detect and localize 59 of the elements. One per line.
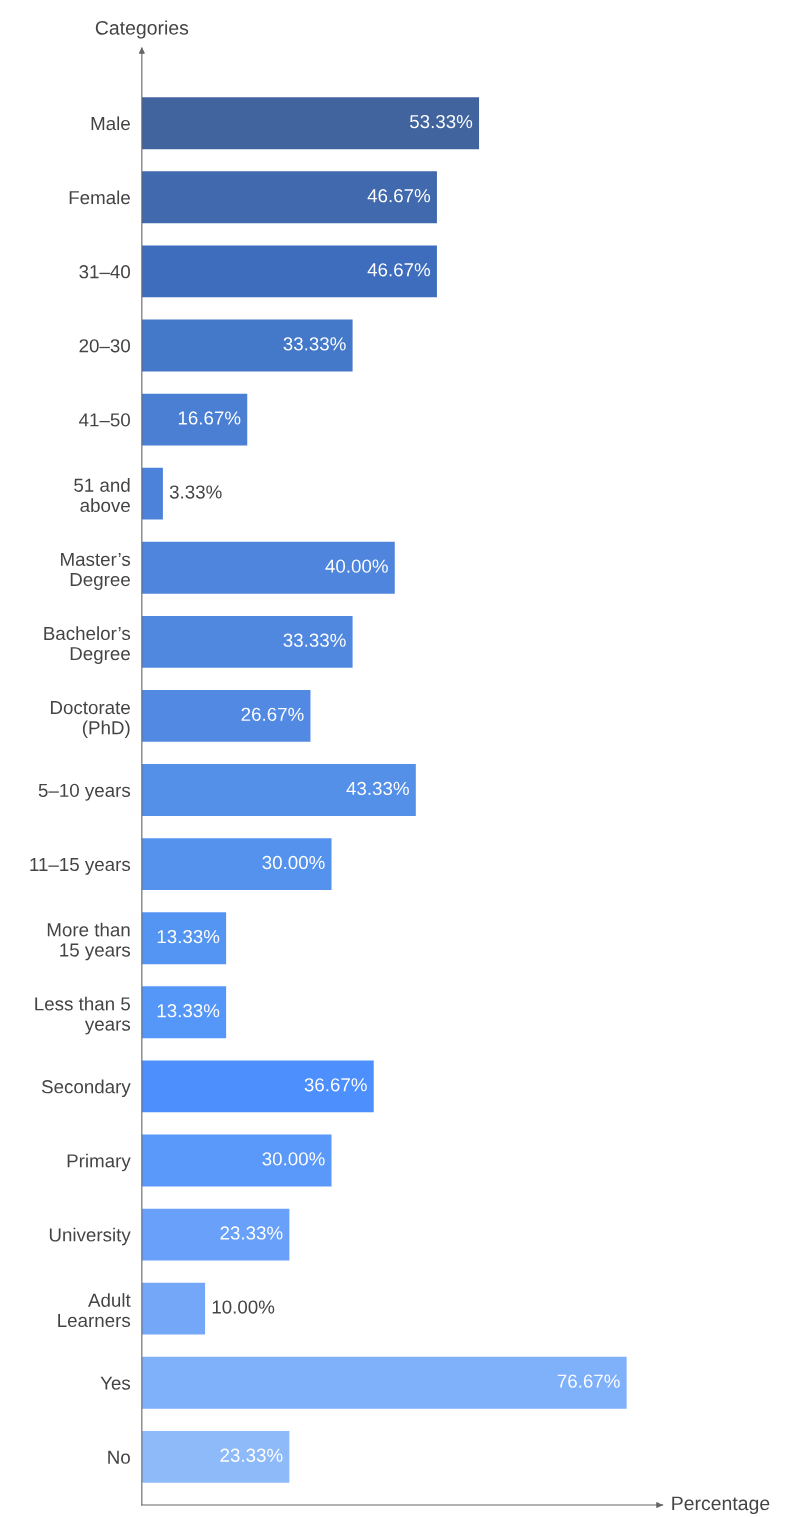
data-label: 13.33%: [157, 929, 220, 944]
data-label: 33.33%: [283, 337, 346, 351]
y-tick-label: 11–15 years: [30, 858, 131, 875]
bar: [141, 986, 227, 1039]
data-label: 76.67%: [557, 1374, 620, 1388]
data-label: 46.67%: [367, 189, 431, 203]
data-label: 46.67%: [367, 263, 431, 277]
x-axis-title: Percentage: [672, 1496, 770, 1515]
y-tick-label: Adult Learners: [58, 1293, 131, 1328]
data-label: 40.00%: [325, 559, 388, 573]
y-tick-label: 5–10 years: [38, 783, 131, 801]
bar: [141, 764, 416, 816]
y-tick-label: No: [108, 1450, 130, 1464]
data-label: 30.00%: [262, 1152, 325, 1166]
y-tick-label: Male: [91, 116, 130, 131]
bar: [141, 1134, 332, 1187]
bar: [141, 245, 437, 298]
bar: [141, 171, 437, 224]
data-label: 16.67%: [178, 411, 241, 425]
bar: [141, 912, 227, 965]
bar: [141, 690, 311, 742]
bar: [141, 467, 163, 520]
data-label: 43.33%: [346, 781, 409, 796]
data-label: 23.33%: [220, 1448, 283, 1462]
bar: [141, 1430, 290, 1483]
y-tick-label: Less than 5 years: [35, 996, 131, 1035]
bar: [141, 838, 332, 891]
bar: [141, 97, 480, 150]
data-label: 53.33%: [410, 114, 473, 129]
y-tick-label: Secondary: [41, 1079, 131, 1098]
y-tick-label: 51 and above: [74, 478, 130, 513]
y-tick-label: 20–30: [79, 339, 130, 353]
y-tick-label: Bachelor’s Degree: [44, 626, 131, 664]
bar: [141, 541, 395, 594]
y-tick-label: University: [49, 1227, 131, 1246]
bar: [141, 1060, 374, 1113]
y-axis-title: Categories: [95, 20, 189, 39]
y-tick-label: 41–50: [79, 413, 130, 427]
data-label: 10.00%: [212, 1300, 275, 1314]
bar: [141, 319, 353, 372]
bar: [141, 1356, 627, 1409]
bar: [141, 393, 248, 446]
bar: [141, 1208, 290, 1261]
y-tick-label: Master’s Degree: [61, 552, 131, 590]
data-label: 30.00%: [262, 855, 325, 870]
data-label: 23.33%: [220, 1226, 283, 1240]
bar: [141, 615, 353, 668]
data-label: 3.33%: [169, 485, 222, 499]
y-tick-label: Female: [69, 190, 130, 205]
y-tick-label: Primary: [67, 1153, 131, 1172]
bar: [141, 1282, 206, 1335]
data-label: 33.33%: [283, 633, 346, 647]
data-label: 13.33%: [157, 1004, 220, 1018]
y-tick-label: 31–40: [79, 265, 130, 279]
y-tick-label: Doctorate (PhD): [50, 701, 130, 739]
data-label: 36.67%: [304, 1078, 367, 1092]
data-label: 26.67%: [241, 707, 304, 721]
y-tick-label: Yes: [100, 1376, 131, 1390]
y-tick-label: More than 15 years: [47, 922, 131, 961]
